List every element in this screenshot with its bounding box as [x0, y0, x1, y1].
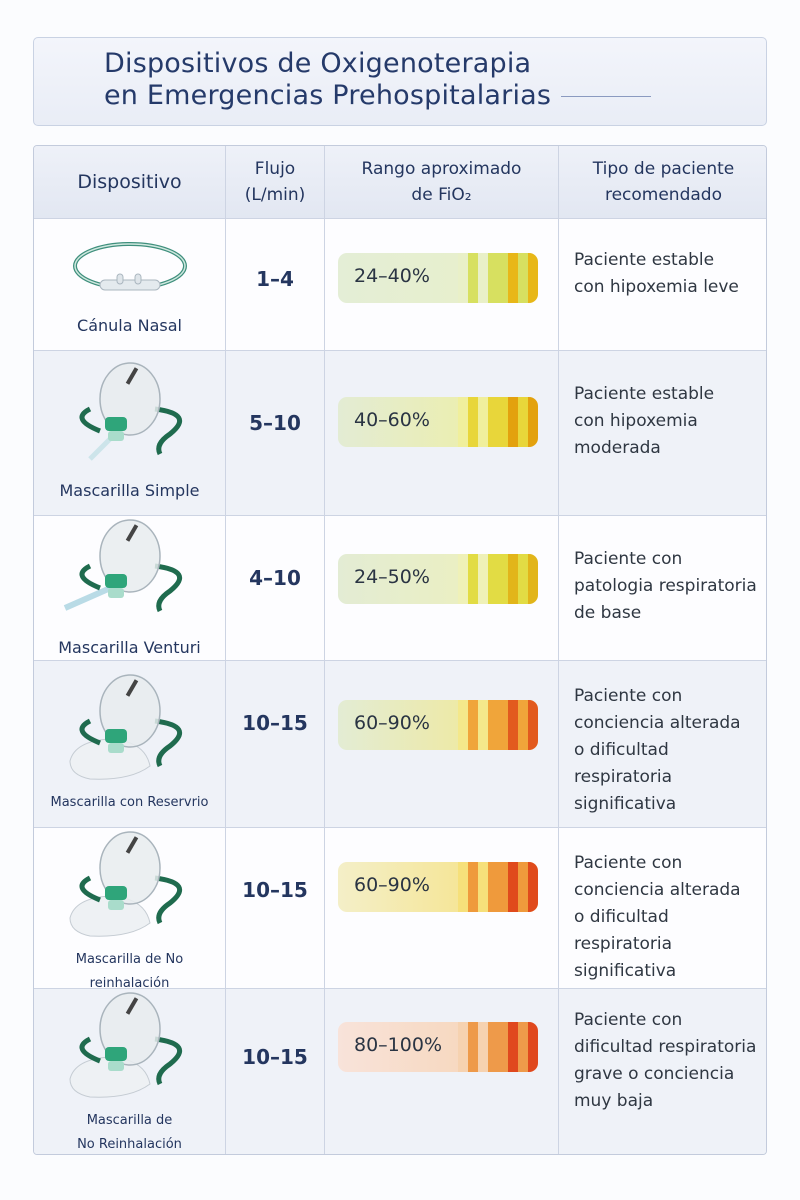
fio2-bar-stripes	[458, 397, 538, 447]
patient-type: Paciente estable con hipoxemia leve	[574, 250, 739, 297]
title-box: Dispositivos de Oxigenoterapia en Emerge…	[33, 37, 767, 126]
simple-mask-icon	[60, 359, 200, 479]
flow-cell: 10–15	[226, 661, 325, 827]
table-row: Mascarilla Venturi 4–10 24–50% Paciente …	[34, 516, 766, 672]
page-title-line1: Dispositivos de Oxigenoterapia	[104, 48, 532, 79]
patient-type: Paciente con conciencia alterada o dific…	[574, 853, 741, 981]
header-patient: Tipo de paciente recomendado	[559, 146, 766, 218]
flow-cell: 5–10	[226, 351, 325, 515]
fio2-cell: 80–100%	[325, 989, 559, 1154]
header-fio2: Rango aproximado de FiO₂	[325, 146, 559, 218]
device-cell: Mascarilla de No reinhalación	[34, 828, 226, 1008]
table-row: Mascarilla de No Reinhalación 10–15 80–1…	[34, 989, 766, 1154]
fio2-bar-stripes	[458, 862, 538, 912]
fio2-value: 60–90%	[354, 874, 430, 896]
device-cell: Mascarilla de No Reinhalación	[34, 989, 226, 1154]
non-rebreather-mask-icon	[60, 828, 200, 948]
venturi-mask-icon	[60, 516, 200, 636]
device-name: Mascarilla de No Reinhalación	[77, 1113, 182, 1152]
fio2-bar-stripes	[458, 700, 538, 750]
title-rule	[561, 96, 652, 97]
fio2-bar: 80–100%	[338, 1022, 538, 1072]
table-row: Mascarilla Simple 5–10 40–60% Paciente e…	[34, 351, 766, 516]
device-name: Mascarilla Simple	[59, 481, 200, 500]
flow-cell: 10–15	[226, 828, 325, 1008]
fio2-value: 80–100%	[354, 1034, 442, 1056]
device-name: Cánula Nasal	[77, 316, 182, 335]
fio2-bar: 24–50%	[338, 554, 538, 604]
fio2-cell: 60–90%	[325, 661, 559, 827]
flow-cell: 1–4	[226, 219, 325, 350]
patient-cell: Paciente estable con hipoxemia leve	[559, 219, 766, 350]
device-name: Mascarilla con Reservrio	[50, 795, 209, 810]
patient-cell: Paciente con patologia respiratoria de b…	[559, 516, 766, 672]
flow-value: 1–4	[256, 267, 294, 291]
fio2-bar: 60–90%	[338, 862, 538, 912]
reservoir-mask-icon	[60, 671, 200, 791]
table-row: Mascarilla de No reinhalación 10–15 60–9…	[34, 828, 766, 1008]
device-name: Mascarilla Venturi	[58, 638, 201, 657]
header-patient-line2: recomendado	[604, 185, 722, 205]
table-row: Mascarilla con Reservrio 10–15 60–90% Pa…	[34, 661, 766, 828]
fio2-cell: 40–60%	[325, 351, 559, 515]
patient-type: Paciente con patologia respiratoria de b…	[574, 549, 757, 623]
fio2-cell: 60–90%	[325, 828, 559, 1008]
fio2-value: 60–90%	[354, 712, 430, 734]
header-fio2-line2: de FiO₂	[411, 185, 472, 205]
fio2-bar-stripes	[458, 1022, 538, 1072]
patient-cell: Paciente con dificultad respiratoria gra…	[559, 989, 766, 1154]
oxygen-devices-table: Dispositivo Flujo (L/min) Rango aproximad…	[33, 145, 767, 1155]
non-rebreather-mask-icon	[60, 989, 200, 1109]
flow-value: 10–15	[242, 878, 308, 902]
patient-cell: Paciente con conciencia alterada o dific…	[559, 661, 766, 827]
fio2-cell: 24–50%	[325, 516, 559, 672]
header-fio2-line1: Rango aproximado	[361, 159, 522, 179]
header-flow-line1: Flujo	[254, 159, 296, 179]
device-cell: Cánula Nasal	[34, 219, 226, 350]
patient-cell: Paciente estable con hipoxemia moderada	[559, 351, 766, 515]
header-flow: Flujo (L/min)	[226, 146, 325, 218]
patient-type: Paciente con conciencia alterada o dific…	[574, 686, 741, 814]
fio2-value: 40–60%	[354, 409, 430, 431]
fio2-value: 24–40%	[354, 265, 430, 287]
flow-value: 10–15	[242, 711, 308, 735]
device-cell: Mascarilla Venturi	[34, 516, 226, 672]
flow-value: 5–10	[249, 411, 301, 435]
header-device: Dispositivo	[34, 146, 226, 218]
table-header: Dispositivo Flujo (L/min) Rango aproximad…	[34, 146, 766, 219]
patient-type: Paciente con dificultad respiratoria gra…	[574, 1010, 757, 1111]
fio2-cell: 24–40%	[325, 219, 559, 350]
flow-value: 10–15	[242, 1045, 308, 1069]
nasal-cannula-icon	[65, 234, 195, 314]
patient-type: Paciente estable con hipoxemia moderada	[574, 384, 715, 458]
page-title-line2: en Emergencias Prehospitalarias	[104, 80, 552, 111]
fio2-bar-stripes	[458, 554, 538, 604]
header-flow-line2: (L/min)	[244, 185, 306, 205]
flow-value: 4–10	[249, 566, 301, 590]
fio2-bar: 24–40%	[338, 253, 538, 303]
header-patient-line1: Tipo de paciente	[592, 159, 735, 179]
flow-cell: 4–10	[226, 516, 325, 672]
table-row: Cánula Nasal 1–4 24–40% Paciente estable…	[34, 219, 766, 351]
fio2-value: 24–50%	[354, 566, 430, 588]
flow-cell: 10–15	[226, 989, 325, 1154]
device-name: Mascarilla de No reinhalación	[75, 952, 184, 991]
fio2-bar: 60–90%	[338, 700, 538, 750]
device-cell: Mascarilla Simple	[34, 351, 226, 515]
device-cell: Mascarilla con Reservrio	[34, 661, 226, 827]
patient-cell: Paciente con conciencia alterada o dific…	[559, 828, 766, 1008]
fio2-bar-stripes	[458, 253, 538, 303]
fio2-bar: 40–60%	[338, 397, 538, 447]
